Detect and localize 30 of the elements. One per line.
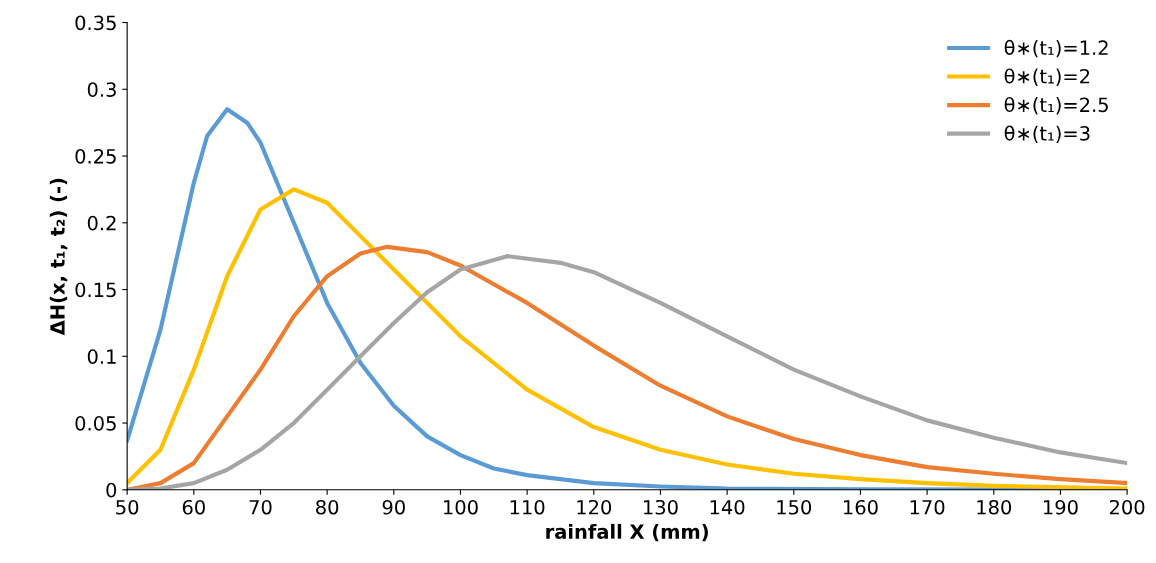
y-tick-label: 0.1 [87,349,116,364]
y-tick-label: 0 [106,482,117,498]
x-tick-label: 140 [710,499,745,515]
legend-label: θ∗(t₁)=3 [1004,125,1090,143]
y-tick-label: 0.35 [75,15,116,31]
x-tick-label: 90 [382,499,405,515]
y-tick-label: 0.05 [75,416,116,431]
y-tick-label: 0.2 [87,215,116,231]
x-tick-label: 50 [116,499,139,515]
x-tick-label: 110 [510,499,545,515]
x-tick-label: 190 [1044,499,1078,515]
legend-label: θ∗(t₁)=1.2 [1004,39,1108,58]
x-tick-label: 120 [577,499,612,515]
legend-label: θ∗(t₁)=2 [1004,68,1090,86]
x-tick-label: 130 [644,499,678,515]
x-tick-label: 170 [910,499,945,515]
y-tick-label: 0.25 [75,148,116,164]
x-tick-label: 100 [444,499,478,515]
x-tick-label: 200 [1109,499,1145,515]
x-tick-label: 180 [977,499,1012,515]
y-tick-label: 0.15 [75,282,116,298]
x-axis-title: rainfall X (mm) [546,523,708,542]
x-tick-label: 160 [844,499,878,515]
x-tick-label: 80 [316,499,339,515]
x-tick-label: 60 [182,499,205,515]
x-tick-label: 150 [777,499,812,515]
y-tick-label: 0.3 [87,82,116,97]
y-axis-title: ΔH(x, t₁, t₂) (-) [49,178,68,336]
x-tick-label: 70 [249,499,272,515]
legend-label: θ∗(t₁)=2.5 [1004,96,1108,115]
